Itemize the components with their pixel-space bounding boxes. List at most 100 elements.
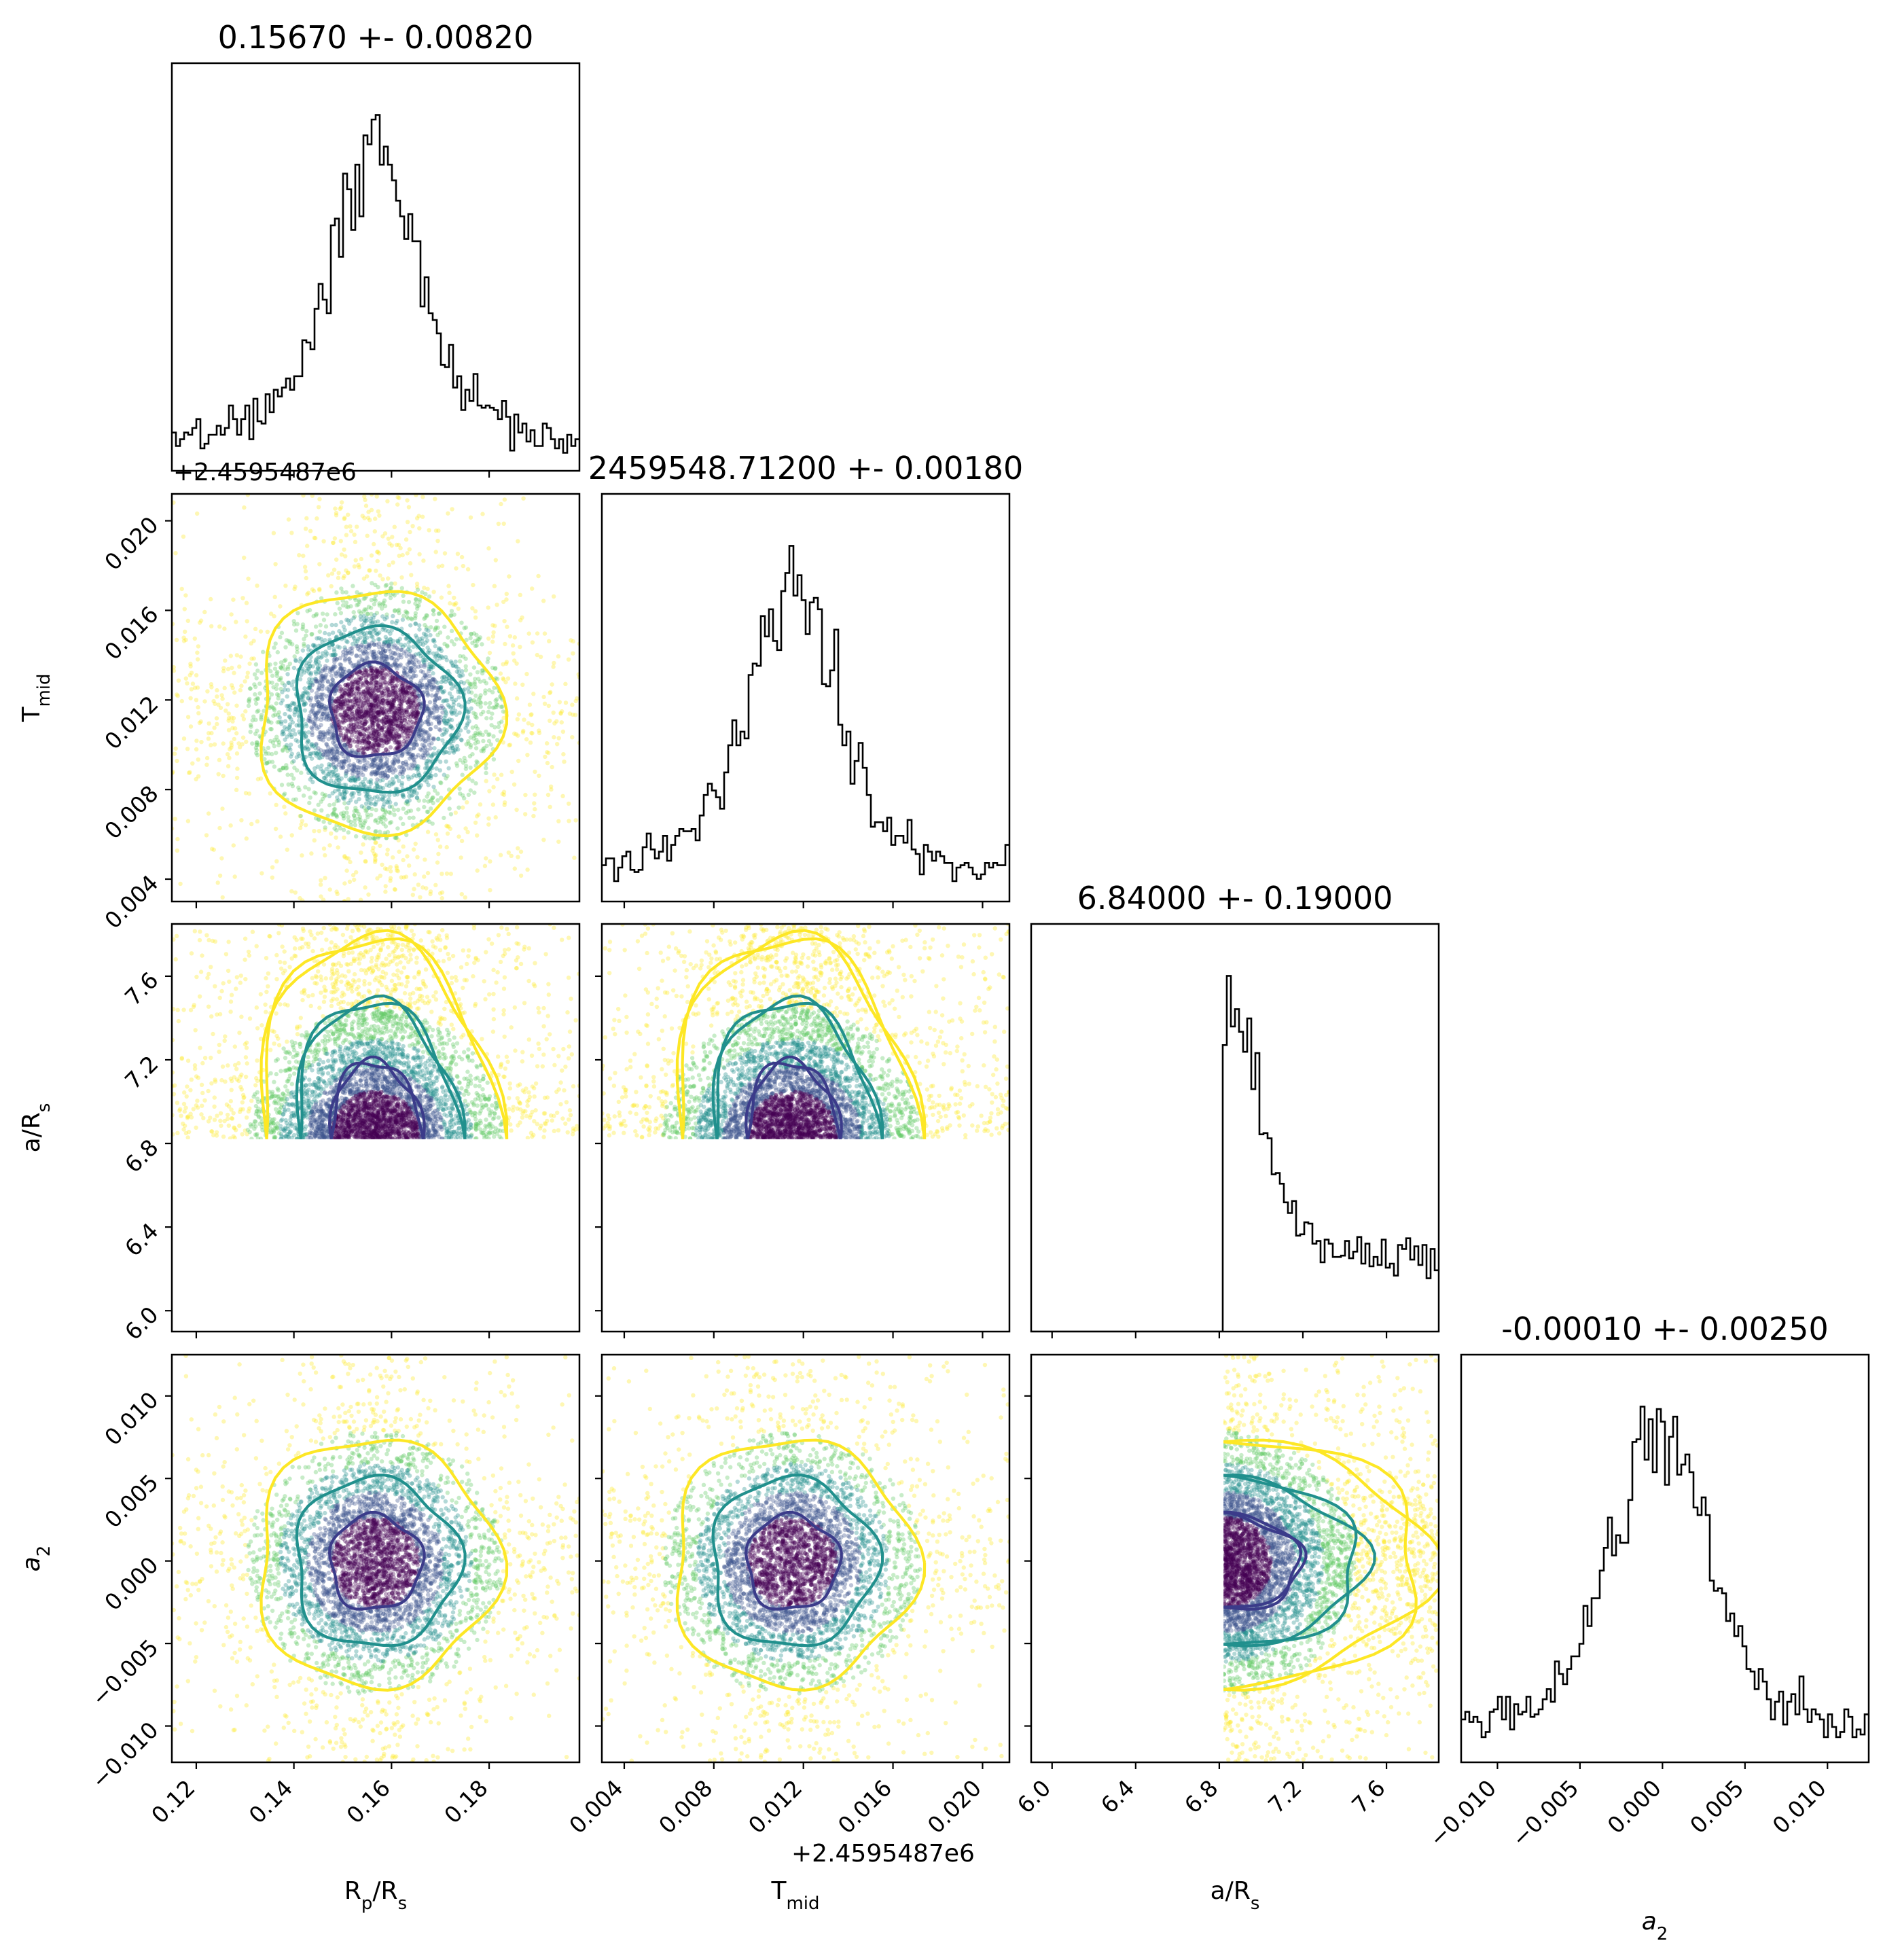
- scatter-point: [393, 787, 399, 791]
- scatter-point: [393, 581, 397, 586]
- scatter-point: [370, 736, 375, 741]
- scatter-point: [244, 739, 249, 745]
- scatter-point: [356, 773, 361, 778]
- scatter-point: [442, 624, 447, 629]
- scatter-point: [269, 705, 274, 709]
- scatter-point: [382, 813, 387, 817]
- scatter-point: [355, 770, 359, 775]
- scatter-point: [361, 666, 367, 671]
- scatter-point: [306, 715, 312, 721]
- scatter-point: [367, 663, 372, 668]
- scatter-point: [389, 703, 395, 708]
- scatter-point: [439, 703, 444, 709]
- scatter-point: [352, 766, 357, 770]
- scatter-point: [280, 730, 285, 734]
- panel-ars-rp: 6.06.46.87.27.6: [120, 923, 581, 1345]
- scatter-point: [306, 730, 311, 735]
- scatter-point: [298, 895, 302, 901]
- scatter-point: [348, 778, 353, 783]
- scatter-point: [289, 889, 294, 894]
- scatter-point: [325, 772, 330, 777]
- scatter-point: [427, 666, 431, 671]
- scatter-point: [341, 795, 346, 800]
- scatter-point: [563, 681, 568, 686]
- scatter-point: [408, 677, 414, 682]
- scatter-point: [457, 786, 462, 791]
- scatter-point: [310, 708, 315, 713]
- scatter-point: [390, 734, 395, 739]
- scatter-point: [268, 1048, 273, 1052]
- scatter-point: [276, 677, 282, 683]
- scatter-point: [409, 762, 414, 767]
- scatter-point: [349, 651, 354, 656]
- scatter-point: [545, 792, 551, 798]
- scatter-point: [402, 718, 407, 723]
- scatter-point: [414, 713, 418, 718]
- scatter-point: [313, 678, 318, 683]
- scatter-point: [295, 649, 300, 655]
- scatter-point: [331, 812, 336, 817]
- scatter-point: [328, 762, 334, 768]
- scatter-point: [412, 787, 418, 792]
- scatter-point: [361, 766, 366, 771]
- scatter-point: [375, 783, 380, 789]
- scatter-point: [413, 611, 418, 616]
- scatter-point: [370, 635, 375, 639]
- scatter-point: [458, 674, 463, 679]
- scatter-point: [315, 931, 320, 936]
- scatter-point: [255, 583, 259, 588]
- scatter-point: [384, 582, 389, 588]
- scatter-point: [448, 680, 453, 685]
- scatter-point: [518, 873, 524, 878]
- scatter-point: [380, 627, 385, 632]
- scatter-point: [526, 1090, 531, 1095]
- scatter-point: [460, 673, 465, 678]
- scatter-point: [375, 558, 380, 564]
- scatter-point: [361, 640, 365, 645]
- scatter-point: [327, 752, 332, 757]
- scatter-point: [425, 747, 430, 753]
- scatter-point: [412, 742, 417, 747]
- scatter-point: [325, 686, 329, 691]
- scatter-point: [373, 770, 378, 775]
- scatter-point: [444, 844, 449, 850]
- scatter-point: [475, 760, 480, 765]
- scatter-point: [404, 749, 410, 755]
- scatter-point: [191, 1107, 196, 1111]
- scatter-point: [404, 671, 408, 675]
- scatter-point: [332, 691, 337, 696]
- scatter-point: [365, 798, 371, 802]
- scatter-point: [350, 764, 355, 769]
- scatter-point: [331, 567, 337, 572]
- scatter-point: [294, 938, 299, 942]
- scatter-point: [372, 642, 376, 647]
- scatter-point: [432, 639, 437, 644]
- scatter-point: [563, 700, 569, 705]
- scatter-point: [522, 717, 526, 722]
- scatter-point: [352, 813, 357, 818]
- scatter-point: [226, 940, 231, 944]
- scatter-point: [451, 738, 456, 744]
- scatter-point: [556, 654, 561, 659]
- scatter-point: [408, 714, 414, 719]
- scatter-point: [284, 763, 289, 768]
- scatter-point: [425, 730, 430, 735]
- scatter-point: [426, 684, 431, 689]
- scatter-point: [435, 736, 441, 741]
- scatter-point: [288, 743, 293, 747]
- scatter-point: [354, 834, 359, 839]
- scatter-point: [382, 649, 388, 654]
- scatter-point: [240, 713, 245, 718]
- scatter-point: [376, 765, 381, 770]
- scatter-point: [423, 753, 427, 758]
- scatter-point: [302, 701, 306, 707]
- scatter-point: [429, 683, 433, 688]
- scatter-point: [442, 689, 447, 694]
- scatter-point: [461, 805, 465, 810]
- scatter-point: [412, 789, 416, 795]
- scatter-point: [396, 838, 401, 843]
- scatter-point: [222, 1118, 227, 1124]
- scatter-point: [368, 779, 373, 785]
- scatter-point: [234, 787, 239, 793]
- scatter-point: [344, 759, 348, 764]
